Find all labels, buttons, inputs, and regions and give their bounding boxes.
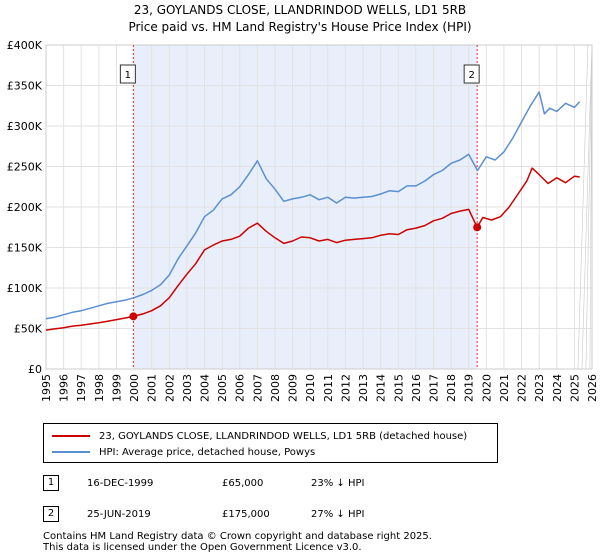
legend-label-property: 23, GOYLANDS CLOSE, LLANDRINDOD WELLS, L… (99, 430, 468, 442)
chart-title: 23, GOYLANDS CLOSE, LLANDRINDOD WELLS, L… (134, 3, 466, 17)
legend-label-hpi: HPI: Average price, detached house, Powy… (99, 446, 316, 458)
transaction-price: £175,000 (222, 509, 270, 520)
x-tick-label: 2004 (199, 374, 212, 402)
plot-border (45, 44, 593, 370)
y-tick-label: £200K (7, 201, 43, 214)
x-tick-label: 2016 (410, 374, 423, 402)
x-tick-label: 1998 (93, 374, 106, 402)
x-tick-label: 2006 (234, 374, 247, 402)
x-tick-label: 2026 (586, 374, 599, 402)
x-tick-label: 1995 (40, 374, 53, 402)
y-tick-label: £400K (7, 39, 43, 52)
y-tick-label: £50K (14, 323, 43, 336)
legend-item-hpi: HPI: Average price, detached house, Powy… (52, 444, 315, 460)
x-tick-label: 2024 (551, 374, 564, 402)
x-tick-label: 2005 (216, 374, 229, 402)
x-tick-label: 2003 (181, 374, 194, 402)
x-tick-label: 1999 (110, 374, 123, 402)
price-chart: 23, GOYLANDS CLOSE, LLANDRINDOD WELLS, L… (7, 3, 599, 402)
x-tick-label: 2014 (375, 374, 388, 402)
y-tick-label: £350K (7, 80, 43, 93)
marker-label: 2 (468, 70, 474, 81)
y-tick-label: £300K (7, 120, 43, 133)
x-tick-label: 2015 (392, 374, 405, 402)
transaction-badge: 1 (43, 475, 59, 491)
sale-point (129, 312, 138, 321)
transaction-price: £65,000 (222, 478, 264, 489)
x-tick-label: 2012 (339, 374, 352, 402)
y-tick-label: £0 (28, 363, 42, 376)
x-tick-label: 2021 (498, 374, 511, 402)
y-tick-label: £150K (7, 242, 43, 255)
footer: Contains HM Land Registry data © Crown c… (43, 531, 432, 553)
legend-swatch-hpi (52, 451, 90, 453)
y-tick-label: £250K (7, 161, 43, 174)
x-tick-label: 2009 (287, 374, 300, 402)
legend-item-property: 23, GOYLANDS CLOSE, LLANDRINDOD WELLS, L… (52, 428, 467, 444)
sale-point (473, 223, 482, 232)
chart-subtitle: Price paid vs. HM Land Registry's House … (128, 20, 471, 34)
legend: 23, GOYLANDS CLOSE, LLANDRINDOD WELLS, L… (43, 423, 498, 463)
marker-label: 1 (125, 70, 131, 81)
x-tick-label: 2022 (516, 374, 529, 402)
x-tick-label: 2002 (163, 374, 176, 402)
transaction-delta: 27% ↓ HPI (311, 509, 365, 520)
x-tick-label: 2000 (128, 374, 141, 402)
x-tick-label: 1997 (75, 374, 88, 402)
x-tick-label: 2001 (146, 374, 159, 402)
x-tick-label: 2020 (480, 374, 493, 402)
marker-badge (463, 64, 480, 84)
x-tick-label: 2017 (427, 374, 440, 402)
marker-badge (119, 64, 136, 84)
footer-license: This data is licensed under the Open Gov… (43, 542, 362, 553)
x-tick-label: 2011 (322, 374, 335, 402)
hpi-series-line (45, 91, 581, 320)
transaction-date: 16-DEC-1999 (87, 478, 154, 489)
transaction-date: 25-JUN-2019 (87, 509, 151, 520)
x-tick-label: 2008 (269, 374, 282, 402)
x-tick-label: 2019 (463, 374, 476, 402)
y-tick-label: £100K (7, 282, 43, 295)
x-tick-label: 2010 (304, 374, 317, 402)
x-tick-label: 2018 (445, 374, 458, 402)
x-tick-label: 2007 (251, 374, 264, 402)
transaction-delta: 23% ↓ HPI (311, 478, 365, 489)
x-tick-label: 2023 (533, 374, 546, 402)
footer-copyright: Contains HM Land Registry data © Crown c… (43, 531, 432, 542)
x-tick-label: 1996 (58, 374, 71, 402)
legend-swatch-property (52, 435, 90, 437)
transaction-badge: 2 (43, 506, 59, 522)
x-tick-label: 2013 (357, 374, 370, 402)
x-tick-label: 2025 (568, 374, 581, 402)
